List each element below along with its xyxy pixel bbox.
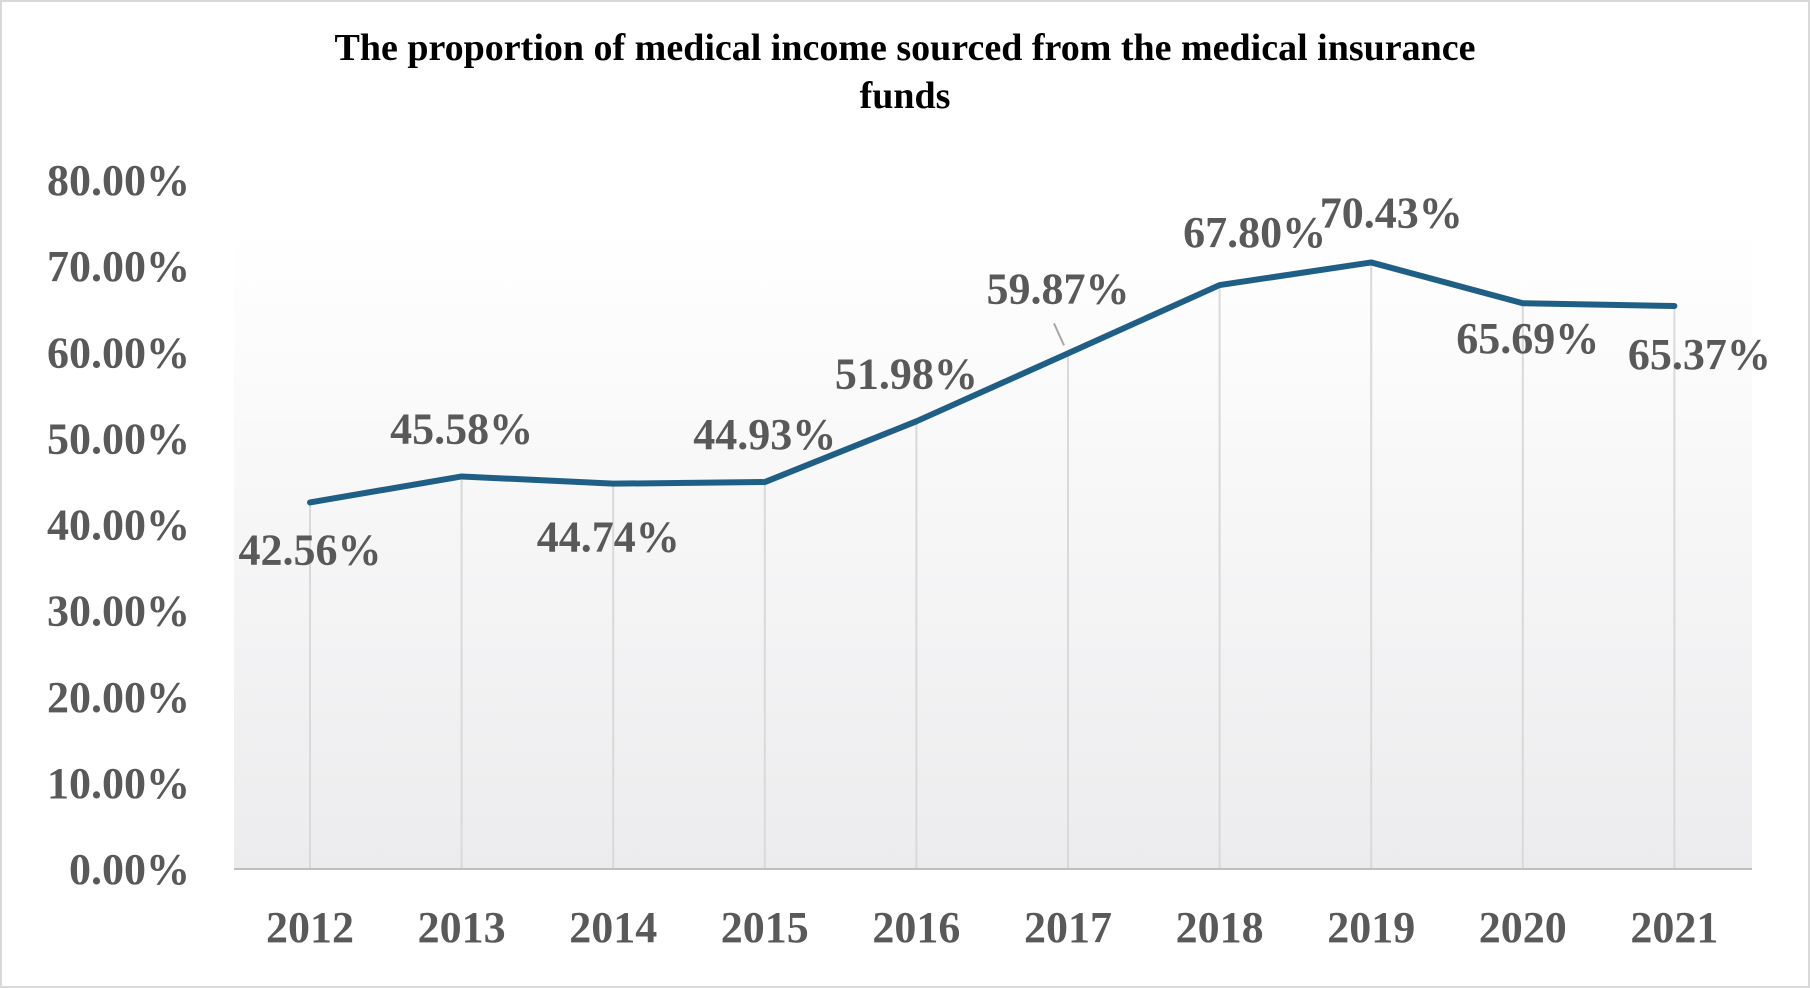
y-tick-label: 60.00% — [47, 328, 190, 377]
data-label: 67.80% — [1183, 208, 1326, 257]
data-label-leader-line — [1053, 322, 1065, 346]
data-label: 44.93% — [693, 410, 836, 459]
data-label: 65.69% — [1456, 314, 1599, 363]
data-label: 45.58% — [390, 404, 533, 453]
y-tick-label: 0.00% — [69, 845, 190, 894]
x-tick-label: 2014 — [569, 903, 657, 952]
y-tick-label: 70.00% — [47, 242, 190, 291]
data-label: 44.74% — [537, 513, 680, 562]
chart-title: The proportion of medical income sourced… — [335, 27, 1476, 117]
y-tick-label: 30.00% — [47, 587, 190, 636]
x-tick-label: 2020 — [1479, 903, 1567, 952]
x-tick-label: 2012 — [266, 903, 354, 952]
data-label: 59.87% — [987, 264, 1130, 313]
x-tick-label: 2016 — [872, 903, 960, 952]
series-line — [307, 259, 1678, 506]
chart-title-line-1: The proportion of medical income sourced… — [335, 27, 1476, 69]
y-tick-label: 50.00% — [47, 414, 190, 463]
data-labels: 42.56% 45.58% 44.74% 44.93% 51.98%59.87% 67.8… — [239, 188, 1771, 574]
x-tick-label: 2019 — [1327, 903, 1415, 952]
x-tick-label: 2017 — [1024, 903, 1112, 952]
x-tick-label: 2015 — [721, 903, 809, 952]
plot-area — [234, 230, 1752, 869]
y-tick-label: 80.00% — [47, 156, 190, 205]
data-label: 51.98% — [835, 349, 978, 398]
x-axis-ticks: 2012 2013 2014 2015 2016 2017 2018 2019 2020 2021 — [266, 903, 1718, 952]
data-label: 65.37% — [1628, 330, 1771, 379]
data-label: 70.43% — [1320, 188, 1463, 237]
drop-lines — [309, 262, 1676, 869]
y-axis-ticks: 0.00% 10.00% 20.00% 30.00% 40.00% 50.00% 60.00… — [47, 156, 190, 894]
x-tick-label: 2021 — [1630, 903, 1718, 952]
y-tick-label: 20.00% — [47, 673, 190, 722]
y-tick-label: 10.00% — [47, 759, 190, 808]
x-tick-label: 2013 — [418, 903, 506, 952]
data-label: 42.56% — [239, 525, 382, 574]
y-tick-label: 40.00% — [47, 501, 190, 550]
x-tick-label: 2018 — [1176, 903, 1264, 952]
chart-title-line-2: funds — [860, 75, 951, 117]
